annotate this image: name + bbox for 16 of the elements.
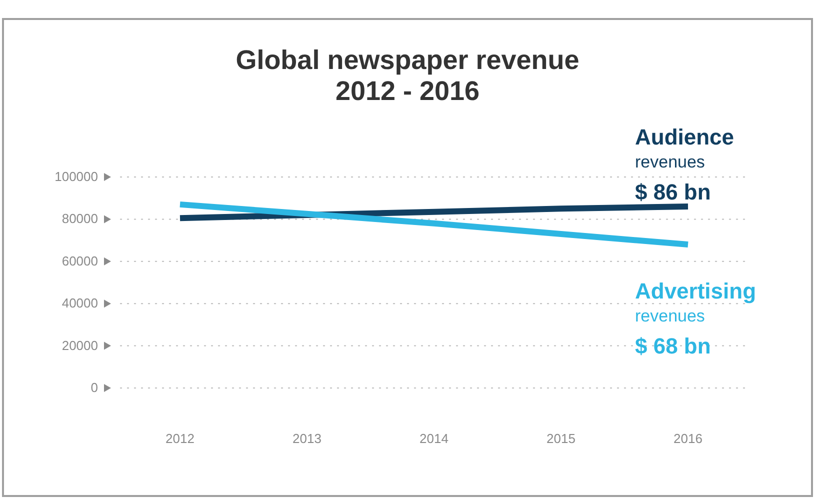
annotation: $ 68 bn: [635, 334, 711, 359]
series-label: Audience revenues: [635, 124, 734, 172]
y-tick-label: 80000: [62, 211, 98, 226]
y-tick-label: 20000: [62, 338, 98, 353]
x-tick-label: 2015: [546, 431, 576, 446]
x-tick-label: 2013: [292, 431, 322, 446]
annotation: $ 86 bn: [635, 180, 711, 205]
series-label: Advertising revenues: [635, 278, 756, 326]
x-tick-label: 2012: [166, 431, 194, 446]
x-tick-label: 2014: [420, 431, 448, 446]
y-tick-label: 0: [90, 380, 98, 395]
y-tick-label: 60000: [62, 253, 98, 268]
y-tick-label: 100000: [54, 169, 98, 184]
chart-title: Global newspaper revenue 2012 - 2016: [234, 45, 580, 107]
y-tick-label: 40000: [62, 296, 98, 311]
x-tick-label: 2016: [674, 431, 702, 446]
